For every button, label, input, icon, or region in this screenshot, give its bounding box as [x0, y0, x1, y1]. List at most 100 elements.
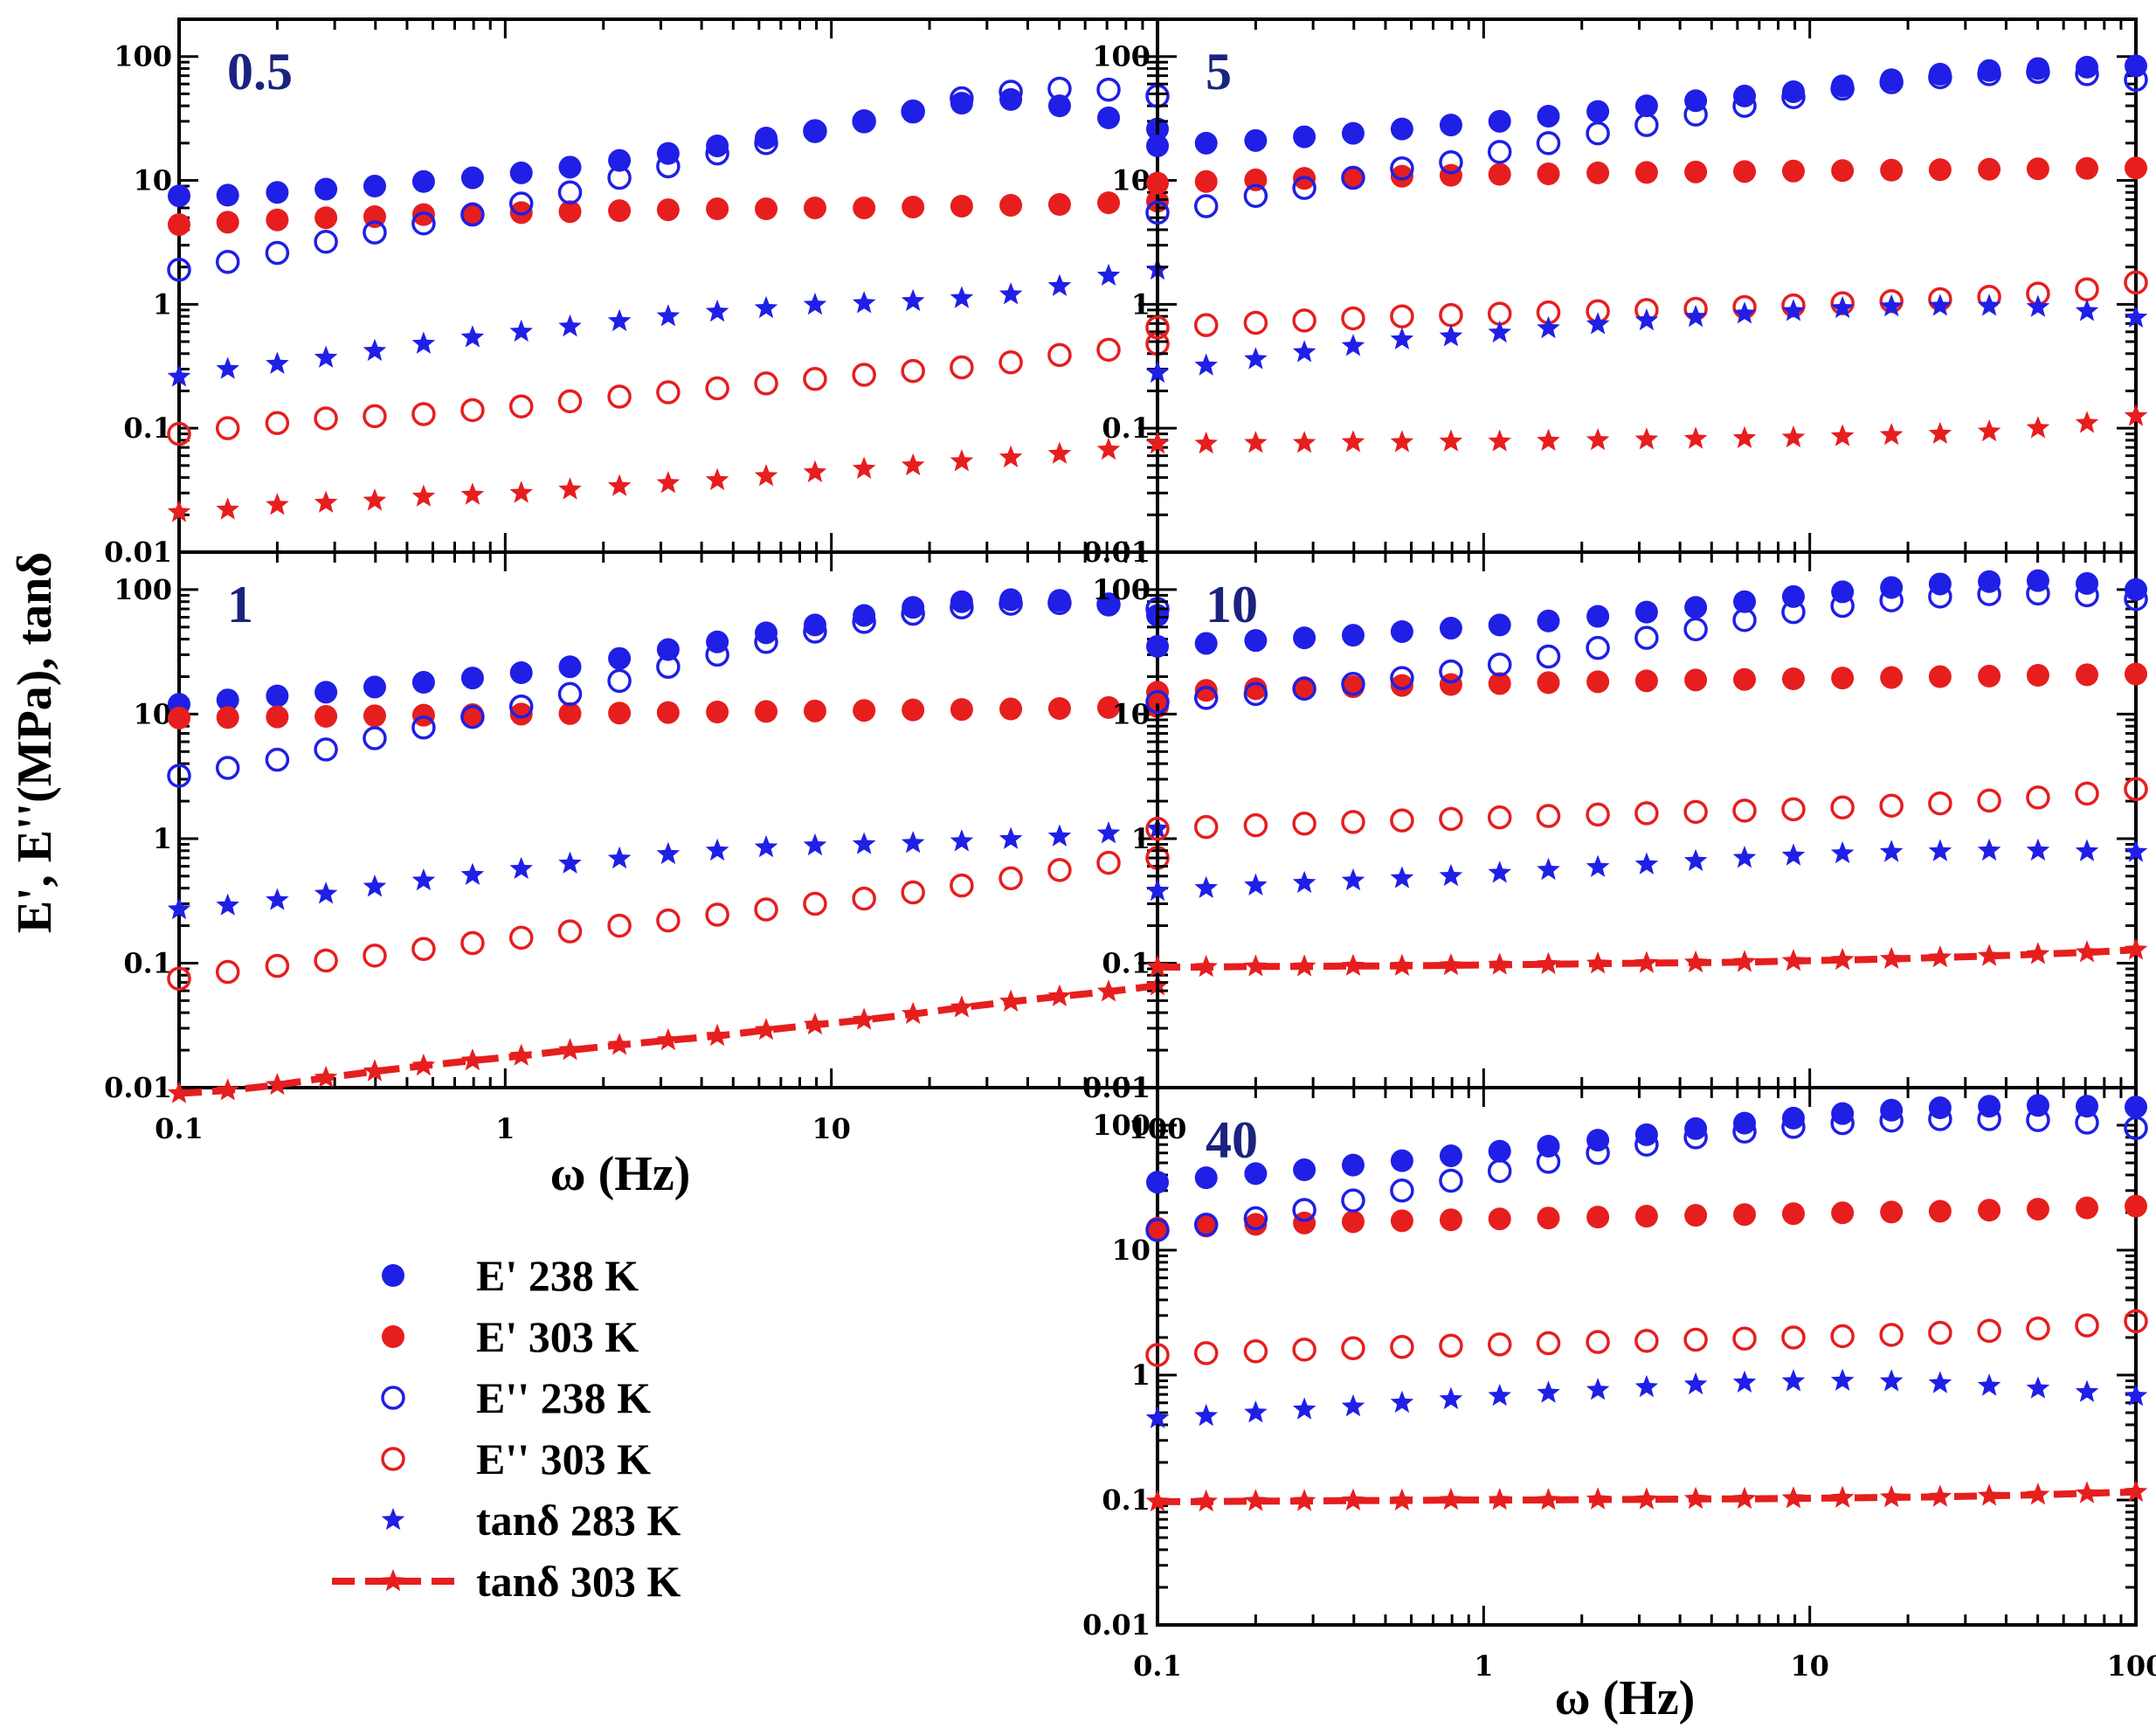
data-point: [1488, 952, 1511, 975]
data-point: [1390, 808, 1414, 833]
data-point: [1831, 159, 1855, 183]
data-point: [2075, 411, 2099, 433]
data-point: [1977, 1373, 2001, 1396]
data-point: [1634, 801, 1659, 826]
panel-label: 40: [1206, 1111, 1258, 1169]
data-point: [950, 873, 974, 898]
data-point: [167, 500, 191, 522]
data-point: [1488, 429, 1511, 452]
data-point: [460, 667, 484, 690]
data-point: [2075, 839, 2099, 861]
data-point: [1586, 605, 1610, 628]
data-point: [1487, 652, 1512, 677]
data-point: [1977, 294, 2001, 316]
data-point: [1244, 347, 1268, 370]
data-point: [1244, 954, 1268, 977]
data-point: [1439, 1333, 1463, 1358]
data-point: [1537, 857, 1560, 881]
data-point: [1194, 955, 1218, 978]
series-e-303-k: [1146, 662, 2147, 704]
data-point: [901, 358, 925, 384]
data-point: [1634, 161, 1658, 184]
data-point: [1194, 1403, 1218, 1427]
data-point: [1683, 1372, 1708, 1395]
data-point: [1488, 162, 1511, 186]
data-point: [1732, 301, 1757, 324]
data-point: [557, 681, 583, 707]
data-point: [411, 715, 436, 740]
data-point: [2124, 67, 2148, 92]
data-point: [706, 134, 729, 157]
data-point: [1047, 76, 1072, 101]
data-point: [1194, 353, 1218, 376]
series-e-303-k: [168, 695, 1169, 729]
data-point: [2026, 838, 2050, 861]
data-point: [1879, 70, 1904, 94]
data-point: [1146, 1171, 1169, 1194]
data-point: [1293, 626, 1316, 650]
data-point: [411, 211, 436, 236]
data-point: [363, 404, 387, 429]
data-point: [314, 345, 338, 368]
data-point: [1439, 659, 1463, 684]
data-point: [705, 902, 729, 927]
data-point: [1439, 1168, 1463, 1193]
data-point: [755, 700, 778, 723]
x-axis-title-left: ω (Hz): [550, 1147, 691, 1201]
data-point: [1487, 140, 1512, 164]
data-point: [1488, 109, 1511, 133]
data-point: [1390, 1390, 1414, 1414]
legend-marker: [381, 1447, 405, 1471]
data-point: [1341, 953, 1365, 976]
data-point: [1928, 1371, 1952, 1393]
data-point: [460, 202, 485, 227]
data-point: [1439, 1144, 1462, 1167]
data-point: [2124, 1479, 2148, 1503]
legend-marker: [382, 1325, 404, 1348]
data-point: [314, 229, 338, 254]
series-e-303-k: [1145, 777, 2148, 841]
data-point: [314, 490, 338, 513]
data-point: [1537, 104, 1560, 128]
data-point: [1439, 1488, 1463, 1510]
data-point: [1439, 302, 1463, 328]
data-point: [803, 699, 826, 722]
data-point: [1194, 679, 1218, 702]
data-point: [1097, 191, 1121, 215]
data-point: [1096, 77, 1121, 102]
data-point: [950, 829, 974, 852]
data-point: [852, 832, 876, 854]
series-tan-303-k: [167, 431, 1170, 522]
data-point: [803, 613, 826, 637]
data-point: [1047, 441, 1072, 464]
data-point: [1781, 159, 1805, 183]
data-point: [608, 149, 632, 172]
data-point: [1096, 437, 1121, 460]
data-point: [1634, 626, 1659, 650]
legend-marker: [381, 1508, 405, 1531]
series-e-238-k: [168, 87, 1169, 208]
data-point: [999, 193, 1023, 217]
data-point: [557, 180, 583, 205]
data-point: [1047, 858, 1072, 882]
data-point: [363, 1059, 387, 1082]
data-point: [1047, 591, 1072, 616]
data-point: [1634, 669, 1658, 693]
data-point: [1439, 806, 1463, 832]
data-point: [1733, 160, 1757, 183]
data-point: [460, 202, 484, 225]
data-point: [1439, 617, 1462, 640]
y-tick-label: 0.01: [1082, 1608, 1151, 1642]
data-point: [1586, 1378, 1610, 1400]
y-tick-label: 0.1: [1102, 1483, 1151, 1517]
data-point: [1978, 157, 2001, 181]
data-point: [509, 319, 533, 342]
data-point: [460, 930, 485, 956]
data-point: [411, 703, 435, 727]
data-point: [1781, 1486, 1806, 1509]
data-point: [1096, 821, 1121, 844]
data-point: [2075, 583, 2099, 608]
data-point: [1732, 1486, 1757, 1510]
data-point: [1977, 1483, 2001, 1506]
data-point: [1488, 1207, 1511, 1231]
